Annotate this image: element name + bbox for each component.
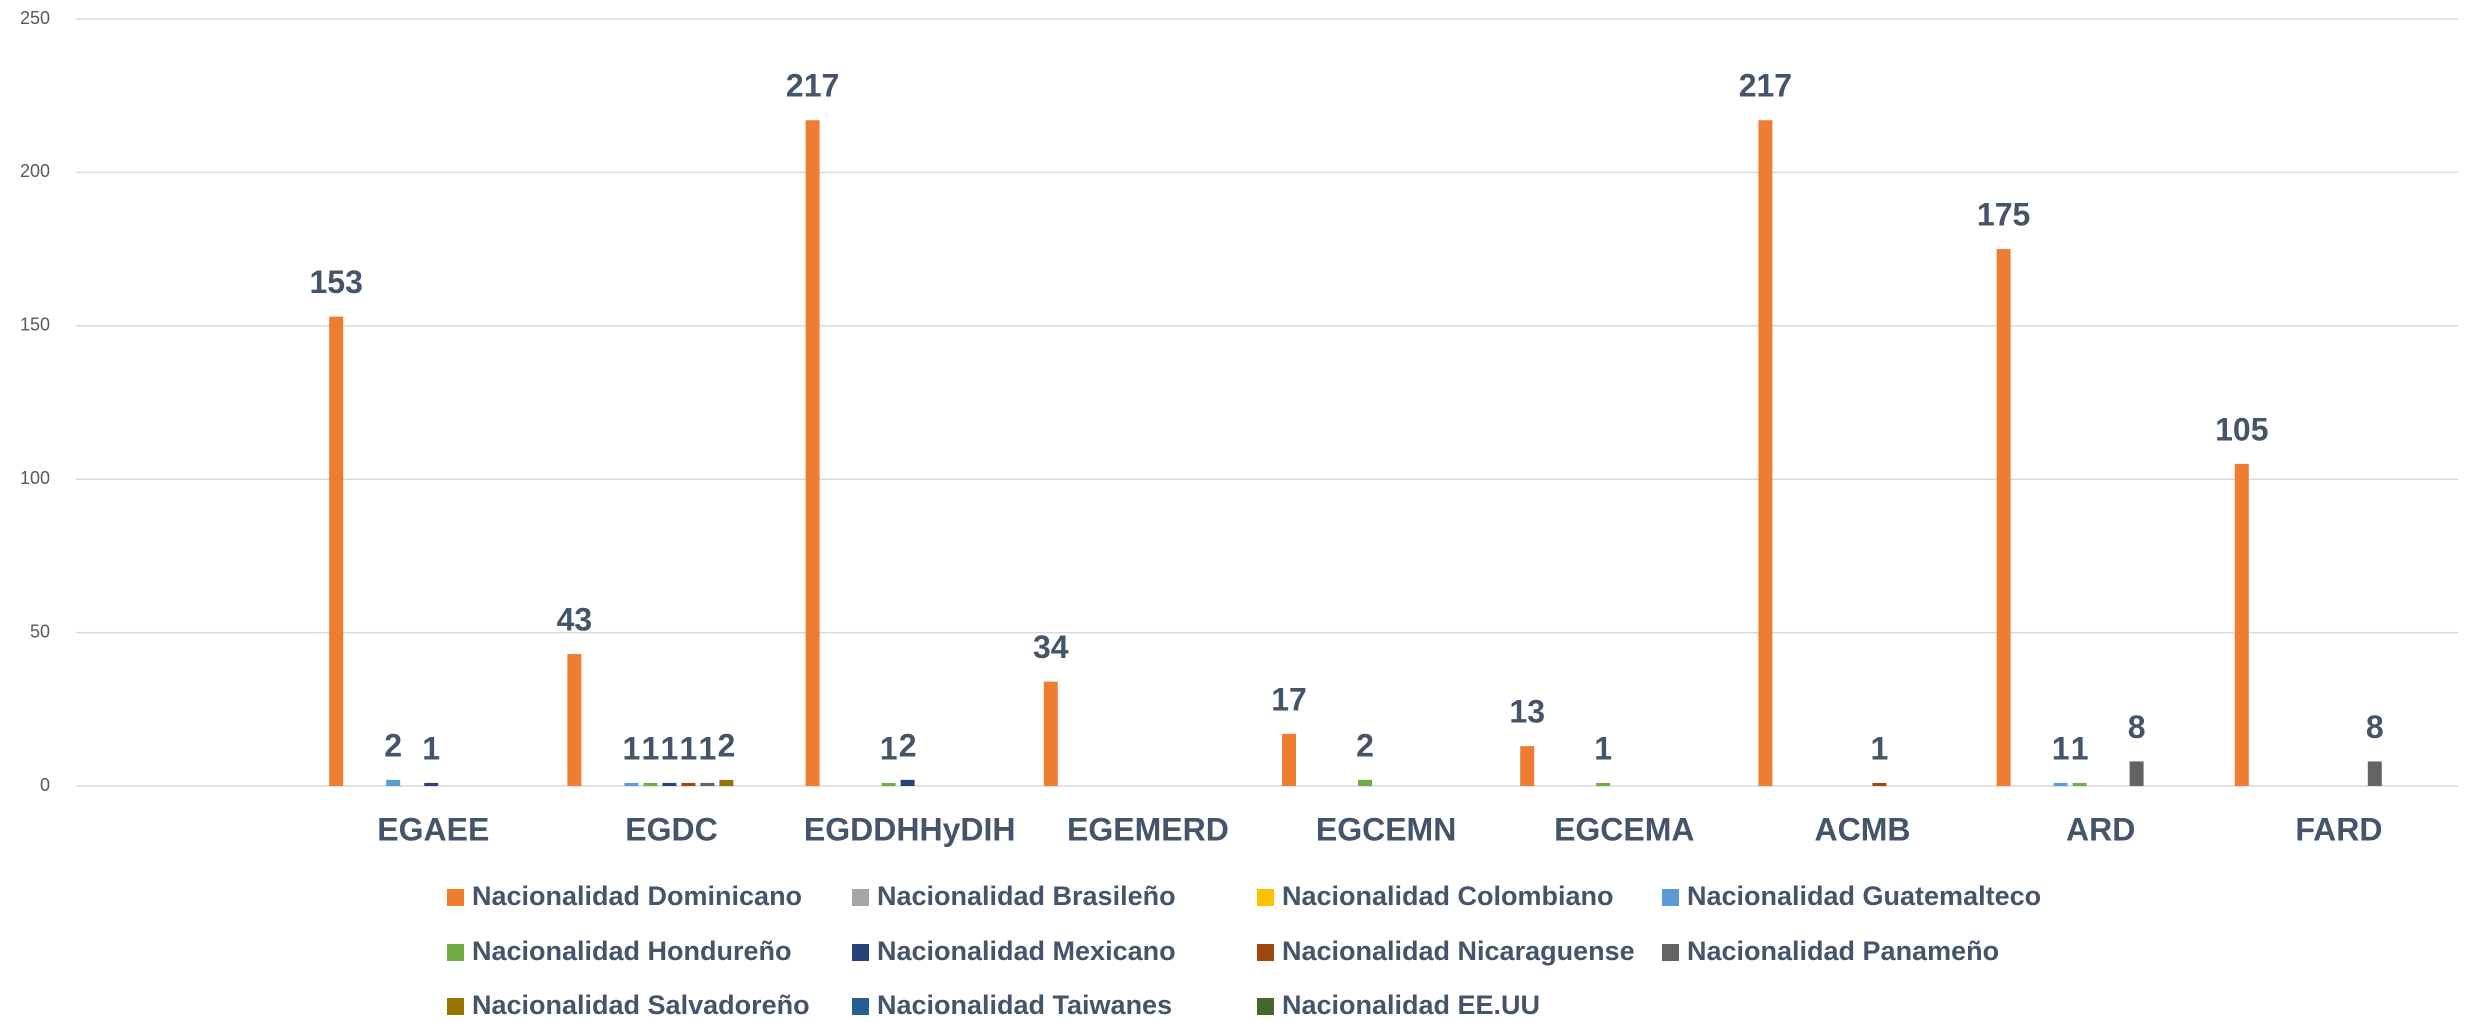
legend-label: Nacionalidad Mexicano: [877, 936, 1176, 966]
bar: [624, 782, 639, 786]
y-tick-label: 250: [20, 8, 50, 28]
x-tick-label: ACMB: [1815, 811, 1911, 847]
y-tick-label: 100: [20, 468, 50, 488]
bar: [2367, 761, 2382, 786]
bar: [2234, 463, 2249, 786]
data-label: 1: [1594, 730, 1612, 766]
data-label: 1: [2071, 730, 2089, 766]
legend-label: Nacionalidad Colombiano: [1282, 881, 1614, 911]
legend-swatch: [852, 889, 869, 906]
x-tick-label: FARD: [2295, 811, 2382, 847]
legend-label: Nacionalidad Hondureño: [472, 936, 792, 966]
bar: [1596, 782, 1611, 786]
data-label: 217: [786, 68, 839, 104]
bar: [681, 782, 696, 786]
legend-swatch: [1662, 944, 1679, 961]
x-tick-label: ARD: [2066, 811, 2135, 847]
y-tick-label: 0: [40, 775, 50, 795]
bar: [1282, 733, 1296, 786]
legend-swatch: [1257, 998, 1274, 1015]
legend-label: Nacionalidad EE.UU: [1282, 990, 1540, 1020]
data-label: 1: [422, 730, 440, 766]
legend-label: Nacionalidad Panameño: [1687, 936, 1999, 966]
bar: [2129, 761, 2144, 786]
data-label: 1: [880, 730, 898, 766]
data-label: 1: [661, 730, 679, 766]
data-label: 105: [2215, 411, 2268, 447]
data-label: 34: [1033, 629, 1069, 665]
data-label: 175: [1977, 197, 2030, 233]
data-label: 1: [642, 730, 660, 766]
bar: [2053, 782, 2068, 786]
x-tick-label: EGEMERD: [1067, 811, 1229, 847]
legend-swatch: [447, 944, 464, 961]
bar: [805, 120, 820, 786]
legend-label: Nacionalidad Nicaraguense: [1282, 936, 1635, 966]
bar: [567, 654, 582, 786]
x-tick-label: EGDC: [625, 811, 717, 847]
data-label: 2: [718, 727, 736, 763]
bar: [900, 779, 915, 786]
bar: [662, 782, 677, 786]
bar: [1520, 746, 1535, 786]
data-label: 2: [1356, 727, 1374, 763]
bar: [386, 779, 401, 786]
bar: [1358, 779, 1372, 786]
data-label: 17: [1271, 681, 1307, 717]
legend-swatch: [1662, 889, 1679, 906]
bar: [643, 782, 658, 786]
bar: [329, 316, 344, 786]
data-label: 1: [1871, 730, 1889, 766]
x-tick-label: EGCEMN: [1316, 811, 1456, 847]
legend-label: Nacionalidad Dominicano: [472, 881, 802, 911]
bar: [424, 782, 439, 786]
bar: [719, 779, 734, 786]
x-tick-label: EGDDHHyDIH: [804, 811, 1016, 847]
legend-label: Nacionalidad Guatemalteco: [1687, 881, 2041, 911]
bar: [881, 782, 896, 786]
x-tick-label: EGCEMA: [1554, 811, 1694, 847]
legend-swatch: [447, 998, 464, 1015]
data-label: 43: [557, 602, 593, 638]
legend-swatch: [852, 998, 869, 1015]
data-label: 1: [680, 730, 698, 766]
bar: [1872, 782, 1887, 786]
data-label: 217: [1739, 68, 1792, 104]
bar: [2072, 782, 2087, 786]
legend-swatch: [852, 944, 869, 961]
data-label: 153: [310, 264, 363, 300]
y-tick-label: 200: [20, 161, 50, 181]
legend-swatch: [1257, 889, 1274, 906]
bar: [1996, 249, 2011, 787]
bar: [1043, 681, 1058, 786]
x-tick-label: EGAEE: [377, 811, 489, 847]
legend-swatch: [447, 889, 464, 906]
bar: [1758, 120, 1773, 786]
data-label: 1: [699, 730, 717, 766]
y-tick-label: 50: [30, 621, 50, 641]
data-label: 8: [2366, 709, 2384, 745]
legend-label: Nacionalidad Salvadoreño: [472, 990, 810, 1020]
bar: [700, 782, 715, 786]
data-label: 2: [384, 727, 402, 763]
data-label: 2: [899, 727, 917, 763]
data-label: 8: [2128, 709, 2146, 745]
y-tick-label: 150: [20, 315, 50, 335]
legend-swatch: [1257, 944, 1274, 961]
legend-label: Nacionalidad Brasileño: [877, 881, 1176, 911]
data-label: 1: [2052, 730, 2070, 766]
data-label: 1: [623, 730, 641, 766]
legend-label: Nacionalidad Taiwanes: [877, 990, 1172, 1020]
data-label: 13: [1509, 694, 1545, 730]
